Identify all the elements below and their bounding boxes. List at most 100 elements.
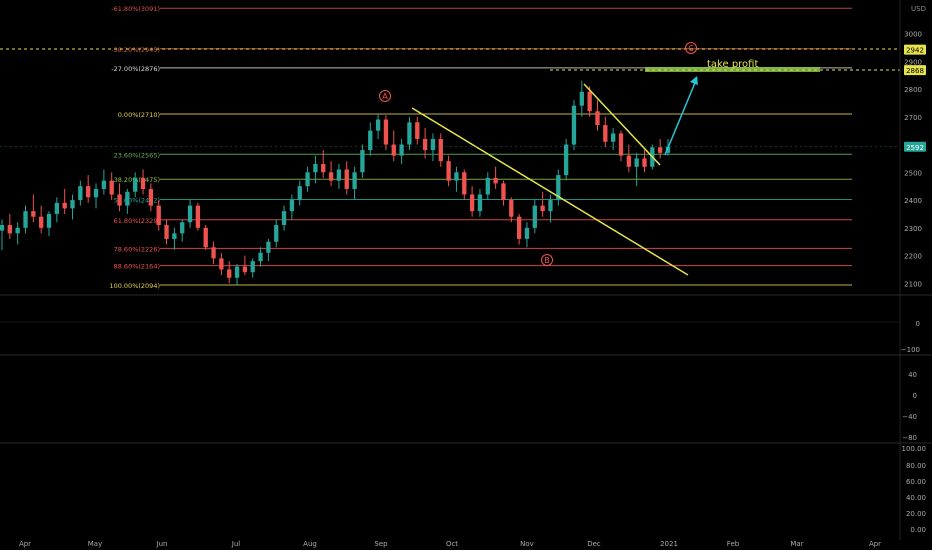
candle-body-27 (211, 247, 216, 259)
candle-body-58 (454, 172, 459, 181)
candle-body-72 (563, 144, 569, 176)
candle-body-31 (242, 266, 248, 273)
candle-body-85 (665, 146, 671, 153)
time-tick-10: Feb (727, 540, 740, 548)
fib-retracement[interactable]: -61.80%(3091) -38.20%(2945) -27.00%(2876) 0… (109, 5, 852, 290)
price-tick-1: 2200 (904, 253, 922, 261)
price-badge-1 (904, 65, 926, 76)
candle-body-84 (658, 147, 663, 153)
candle-body-22 (172, 233, 177, 239)
candle-body-16 (125, 191, 130, 206)
candle-body-24 (187, 205, 193, 223)
osc3-tick-5: 0.00 (910, 526, 926, 534)
oscillator-panel-2[interactable]: 40 0 −40 −80 (902, 371, 917, 442)
candle-body-25 (195, 205, 201, 228)
time-tick-3: Jul (231, 540, 241, 548)
price-tick-2: 2300 (904, 225, 922, 233)
wave-label-c-text: C (688, 44, 694, 53)
candle-body-81 (634, 158, 639, 167)
candle-body-18 (140, 177, 146, 189)
candle-body-32 (250, 261, 255, 273)
candle-body-6 (46, 213, 52, 228)
fib-label-6: 50.00%(2402) (114, 197, 160, 205)
price-badge-0 (904, 44, 926, 55)
candle-body-30 (234, 266, 240, 278)
candle-body-42 (328, 172, 334, 181)
price-badge-label-0: 2942 (906, 47, 924, 55)
fib-label-8: 78.60%(2226) (114, 245, 160, 253)
osc3-tick-2: 60.00 (906, 478, 926, 486)
candle-body-74 (579, 91, 584, 106)
currency-label: USD (911, 5, 926, 13)
candle-body-13 (101, 180, 107, 189)
candle-body-80 (626, 155, 631, 167)
candle-body-57 (446, 161, 451, 181)
candle-body-0 (0, 225, 5, 231)
price-badge-2 (904, 141, 926, 152)
candle-body-78 (610, 133, 616, 142)
candle-body-7 (54, 202, 60, 214)
time-tick-11: Mar (790, 540, 803, 548)
candle-body-26 (203, 227, 208, 248)
candle-body-36 (281, 211, 287, 226)
candle-body-9 (70, 200, 75, 209)
candle-body-33 (258, 252, 263, 262)
candle-body-28 (219, 258, 224, 270)
osc2-tick-3: −80 (902, 434, 917, 442)
price-tick-9: 3000 (904, 30, 922, 38)
wave-label-b-text: B (544, 256, 550, 265)
candle-body-56 (438, 138, 443, 162)
price-axis[interactable]: USD 210022002300240025002600270028002900… (0, 0, 926, 540)
oscillator-panel-1[interactable]: 0 −100 (0, 320, 920, 354)
osc3-tick-0: 100.00 (902, 445, 927, 453)
candle-body-5 (39, 216, 44, 228)
candle-body-39 (305, 172, 310, 187)
osc2-tick-1: 0 (913, 392, 917, 400)
candle-body-47 (368, 130, 373, 151)
candle-body-51 (399, 144, 404, 156)
wave-label-b: B (541, 254, 553, 266)
candle-body-60 (469, 194, 475, 212)
candle-body-59 (462, 172, 467, 195)
price-tick-7: 2800 (904, 86, 922, 94)
candle-body-15 (117, 194, 122, 206)
price-badge-label-2: 2592 (906, 144, 924, 152)
time-tick-4: Aug (303, 540, 317, 548)
price-tick-4: 2500 (904, 169, 922, 177)
candle-body-8 (62, 202, 67, 209)
fib-label-4: 23.60%(2565) (114, 151, 160, 159)
candle-body-79 (618, 133, 624, 156)
candle-body-54 (422, 138, 428, 151)
candle-body-53 (415, 122, 420, 139)
projection-arrow[interactable] (664, 77, 698, 156)
candle-body-66 (516, 216, 522, 239)
candle-body-49 (383, 119, 389, 145)
trendline-2[interactable] (583, 83, 661, 166)
candle-body-11 (86, 186, 91, 198)
arrow-head-icon (690, 76, 698, 85)
trendline-1[interactable] (411, 107, 689, 276)
time-tick-0: Apr (19, 540, 31, 548)
candle-body-73 (571, 105, 577, 145)
time-tick-9: 2021 (660, 540, 678, 548)
candle-body-61 (477, 194, 483, 212)
candle-body-75 (587, 91, 592, 112)
time-tick-6: Oct (446, 540, 458, 548)
price-tick-8: 2900 (904, 58, 922, 66)
candle-body-43 (336, 169, 342, 181)
time-axis[interactable]: Apr May Jun Jul Aug Sep Oct Nov Dec 2021 Feb Mar Apr (19, 540, 881, 548)
drawings-layer[interactable]: take profit A B C (0, 42, 900, 276)
candle-body-40 (313, 163, 318, 173)
candle-body-45 (352, 172, 357, 189)
candle-body-10 (78, 186, 83, 201)
osc3-tick-3: 40.00 (906, 494, 926, 502)
candle-body-67 (524, 227, 530, 239)
oscillator-panel-3[interactable]: 100.00 80.00 60.00 40.00 20.00 0.00 (902, 445, 927, 534)
osc3-tick-1: 80.00 (906, 462, 926, 470)
candle-body-62 (485, 177, 490, 195)
candle-body-38 (297, 186, 302, 201)
fib-label-3: 0.00%(2710) (118, 111, 160, 119)
candle-body-76 (595, 111, 600, 126)
